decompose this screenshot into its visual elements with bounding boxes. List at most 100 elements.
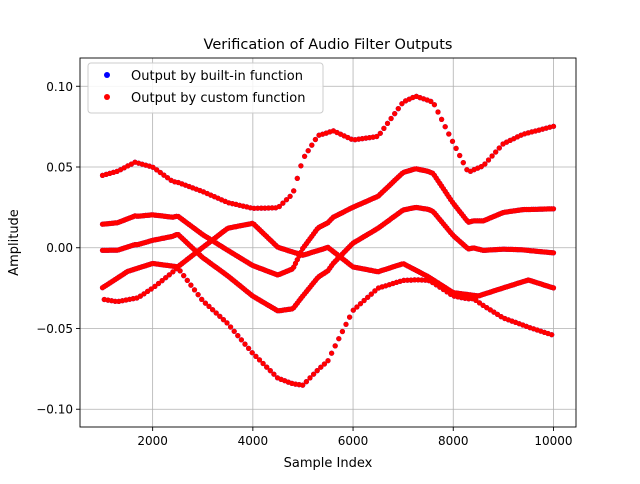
- data-point: [343, 321, 349, 327]
- data-point: [314, 368, 320, 374]
- data-point: [312, 136, 318, 143]
- data-point: [550, 285, 557, 291]
- data-point: [442, 124, 448, 130]
- data-point: [150, 164, 156, 170]
- y-axis-ticks: −0.10 −0.05 0.00 0.05 0.10: [36, 80, 80, 417]
- series-1-points: [99, 93, 557, 388]
- y-tick-label: −0.10: [36, 403, 73, 417]
- data-point: [258, 205, 264, 211]
- data-point: [235, 333, 241, 339]
- data-point: [482, 161, 488, 167]
- data-point: [256, 357, 263, 363]
- data-point: [271, 371, 277, 377]
- data-point: [220, 317, 226, 323]
- x-tick-label: 10000: [534, 434, 572, 448]
- data-point: [325, 358, 331, 364]
- data-point: [392, 111, 398, 117]
- data-point: [305, 148, 311, 154]
- legend-label-built-in: Output by built-in function: [131, 69, 303, 84]
- data-point: [181, 273, 187, 279]
- data-point: [354, 304, 360, 310]
- y-tick-label: 0.10: [46, 80, 73, 94]
- data-point: [374, 133, 380, 140]
- data-point: [231, 328, 237, 334]
- legend-marker-custom: [104, 94, 110, 100]
- data-point: [339, 328, 345, 335]
- data-point: [264, 364, 270, 370]
- data-point: [287, 193, 293, 199]
- data-point: [298, 163, 304, 169]
- data-point: [336, 336, 342, 342]
- x-tick-label: 2000: [137, 434, 168, 448]
- data-point: [311, 371, 317, 377]
- x-tick-label: 8000: [438, 434, 469, 448]
- data-point: [303, 379, 309, 385]
- data-point: [307, 375, 313, 381]
- plot-area: [80, 58, 576, 427]
- data-point: [347, 314, 353, 320]
- data-point: [431, 102, 437, 108]
- x-axis-label: Sample Index: [284, 456, 373, 471]
- data-point: [280, 200, 286, 206]
- data-point: [485, 157, 492, 163]
- data-point: [154, 167, 160, 173]
- data-point: [184, 277, 190, 283]
- data-point: [260, 360, 266, 367]
- data-point: [550, 250, 557, 256]
- data-point: [368, 291, 374, 297]
- data-point: [439, 116, 445, 122]
- data-point: [291, 188, 297, 194]
- data-point: [395, 106, 401, 112]
- data-point: [478, 164, 484, 170]
- data-point: [384, 120, 391, 126]
- data-point: [206, 303, 212, 309]
- data-point: [302, 153, 308, 159]
- data-point: [228, 324, 234, 330]
- data-point: [164, 175, 171, 181]
- data-point: [148, 286, 154, 292]
- data-points: [99, 93, 557, 388]
- data-point: [365, 294, 371, 300]
- data-point: [161, 172, 167, 178]
- data-point: [493, 149, 499, 155]
- data-point: [166, 272, 172, 278]
- data-point: [242, 341, 248, 347]
- data-point: [496, 145, 502, 151]
- data-point: [549, 332, 555, 338]
- data-point: [294, 175, 300, 181]
- plot-frame: [79, 57, 577, 428]
- data-point: [388, 115, 394, 122]
- data-point: [329, 350, 335, 356]
- data-point: [453, 145, 459, 151]
- data-point: [321, 361, 327, 367]
- data-point: [253, 353, 259, 359]
- data-point: [191, 287, 198, 293]
- data-point: [377, 130, 383, 136]
- data-point: [249, 350, 255, 356]
- data-point: [332, 343, 338, 349]
- data-point: [357, 301, 364, 307]
- chart-title: Verification of Audio Filter Outputs: [204, 37, 453, 53]
- data-point: [177, 268, 183, 274]
- data-point: [170, 269, 176, 275]
- data-point: [157, 169, 163, 176]
- data-point: [446, 131, 452, 137]
- data-point: [238, 337, 244, 343]
- data-point: [163, 275, 169, 281]
- data-point: [435, 109, 441, 115]
- data-point: [159, 278, 165, 284]
- data-point: [449, 138, 456, 144]
- x-tick-label: 6000: [338, 434, 369, 448]
- y-tick-label: 0.00: [46, 241, 73, 255]
- data-point: [309, 142, 315, 148]
- data-point: [213, 310, 219, 316]
- data-point: [246, 345, 252, 351]
- data-point: [152, 283, 158, 289]
- data-point: [276, 203, 282, 210]
- data-point: [300, 382, 306, 388]
- legend-marker-built-in: [104, 72, 110, 78]
- data-point: [283, 197, 290, 203]
- data-point: [267, 368, 273, 374]
